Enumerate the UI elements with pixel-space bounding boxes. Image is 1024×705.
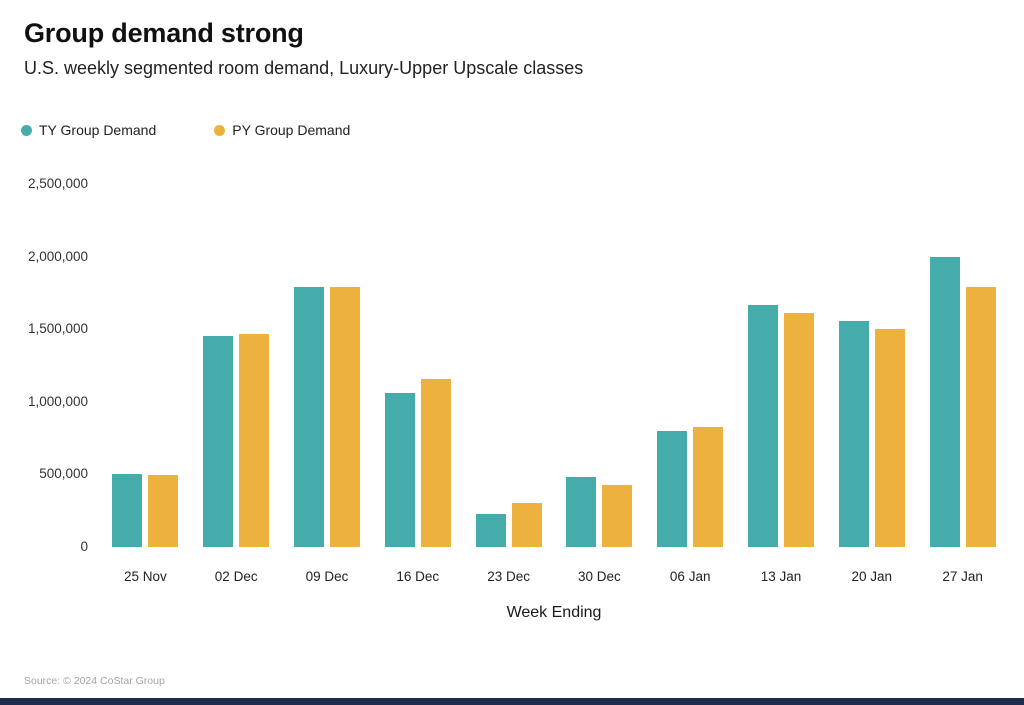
chart-title: Group demand strong	[24, 18, 304, 48]
bar-py	[511, 503, 542, 547]
bar-ty	[203, 335, 234, 547]
legend-label-py: PY Group Demand	[232, 122, 351, 138]
bar-ty	[657, 430, 688, 547]
bar-group: 23 Dec	[463, 184, 554, 584]
legend-label-ty: TY Group Demand	[39, 122, 157, 138]
x-tick-label: 02 Dec	[214, 569, 258, 584]
x-tick-label: 23 Dec	[487, 569, 530, 584]
bar-pair	[203, 334, 270, 547]
bar-py	[239, 334, 270, 547]
chart-subtitle: U.S. weekly segmented room demand, Luxur…	[24, 58, 584, 78]
bar-group: 27 Jan	[917, 184, 1008, 584]
bar-py	[420, 378, 451, 547]
y-axis: 0 500,000 1,000,000 1,500,000 2,000,000 2,500…	[0, 176, 88, 554]
x-tick-label: 09 Dec	[305, 569, 349, 584]
bar-group: 13 Jan	[736, 184, 827, 584]
bar-py	[874, 329, 905, 547]
bar-ty	[929, 256, 960, 547]
bar-ty	[747, 304, 778, 547]
bar-ty	[566, 477, 597, 547]
bar-ty	[112, 474, 143, 547]
bar-pair	[929, 256, 996, 547]
legend: TY Group Demand PY Group Demand	[21, 122, 350, 138]
bar-py	[148, 475, 179, 547]
bar-pair	[838, 320, 905, 547]
source-attribution: Source: © 2024 CoStar Group	[24, 675, 165, 687]
bar-pair	[566, 477, 633, 547]
y-tick-label: 1,000,000	[27, 393, 88, 409]
y-tick-label: 2,000,000	[27, 248, 88, 264]
bar-group: 20 Jan	[826, 184, 917, 584]
bar-pair	[475, 503, 542, 547]
x-tick-label: 20 Jan	[851, 569, 893, 584]
bar-py	[965, 287, 996, 547]
bar-group: 02 Dec	[191, 184, 282, 584]
x-tick-label: 06 Jan	[669, 569, 711, 584]
x-tick-label: 16 Dec	[396, 569, 440, 584]
legend-item-ty: TY Group Demand	[21, 122, 156, 138]
y-tick-label: 2,500,000	[27, 176, 88, 191]
x-tick-label: 27 Jan	[942, 569, 983, 584]
py-legend-dot-icon	[214, 124, 226, 136]
bar-ty	[384, 393, 415, 547]
x-tick-label: 30 Dec	[578, 569, 621, 584]
bar-py	[602, 484, 633, 547]
bar-group: 06 Jan	[645, 184, 736, 584]
bar-py	[329, 287, 360, 547]
x-axis-title: Week Ending	[506, 604, 602, 621]
bar-group: 16 Dec	[372, 184, 463, 584]
x-tick-label: 13 Jan	[760, 569, 802, 584]
bar-group: 25 Nov	[100, 184, 191, 584]
y-tick-label: 500,000	[39, 466, 88, 482]
bar-ty	[293, 287, 324, 547]
ty-legend-dot-icon	[21, 124, 32, 136]
bar-py	[783, 312, 814, 547]
bar-pair	[747, 304, 814, 547]
y-tick-label: 1,500,000	[27, 321, 88, 337]
x-tick-label: 25 Nov	[124, 569, 167, 584]
plot-area: 25 Nov 02 Dec 09 Dec 16 Dec 23 Dec 30 Dec 06 J…	[100, 184, 1008, 587]
bar-pair	[293, 287, 360, 547]
bar-pair	[384, 378, 451, 547]
legend-item-py: PY Group Demand	[214, 122, 350, 138]
bar-ty	[475, 513, 506, 547]
bar-py	[693, 427, 724, 547]
bar-group: 30 Dec	[554, 184, 645, 584]
bar-pair	[657, 427, 724, 547]
bar-ty	[838, 320, 869, 547]
brand-footer-bar	[0, 698, 1024, 705]
y-tick-label: 0	[80, 539, 88, 554]
bar-pair	[112, 474, 179, 547]
bar-group: 09 Dec	[282, 184, 373, 584]
